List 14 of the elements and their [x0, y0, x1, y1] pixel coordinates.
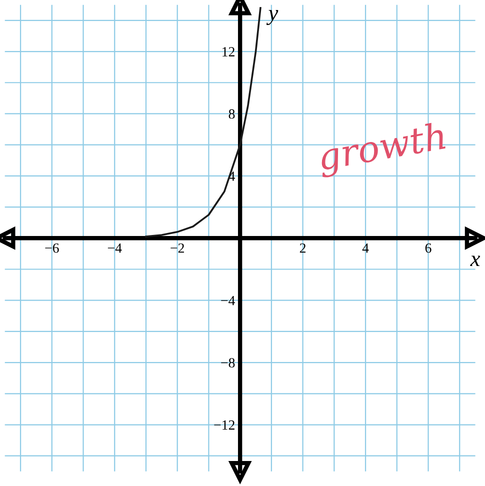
y-tick-label: 12 — [222, 47, 234, 56]
y-tick-label: −8 — [221, 358, 235, 368]
x-axis-title: x — [470, 256, 480, 266]
y-tick-label: −12 — [214, 420, 234, 430]
x-tick-label: 2 — [300, 243, 306, 253]
y-tick-label: −4 — [221, 296, 235, 306]
x-tick-label: −2 — [170, 243, 184, 253]
x-tick-label: −4 — [108, 243, 122, 253]
x-tick-label: 6 — [425, 243, 432, 253]
y-tick-label: 8 — [228, 109, 235, 119]
y-axis-title: y — [266, 10, 278, 26]
x-tick-label: −6 — [45, 243, 59, 253]
x-tick-label: 4 — [362, 243, 369, 253]
annotation: growth — [316, 121, 448, 178]
